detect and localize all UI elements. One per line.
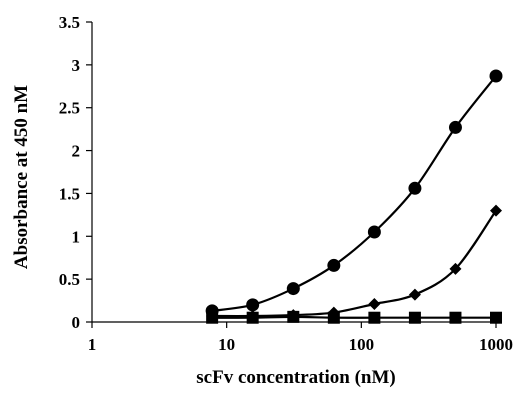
data-point-circle bbox=[408, 181, 422, 195]
data-point-circle bbox=[489, 69, 503, 83]
data-point-diamond bbox=[368, 298, 381, 310]
data-point-diamond bbox=[449, 262, 462, 275]
data-point-square bbox=[408, 311, 421, 324]
series-circle bbox=[205, 69, 503, 318]
y-tick-label: 0.5 bbox=[59, 270, 80, 289]
x-tick-label: 1000 bbox=[479, 335, 513, 354]
data-point-circle bbox=[286, 282, 300, 296]
x-tick-label: 100 bbox=[349, 335, 375, 354]
series-layer bbox=[205, 69, 503, 324]
data-point-circle bbox=[246, 298, 260, 312]
data-point-square bbox=[206, 311, 219, 324]
data-point-diamond bbox=[490, 204, 502, 217]
series-line-circle bbox=[211, 75, 497, 312]
x-tick-label: 10 bbox=[218, 335, 235, 354]
data-point-square bbox=[490, 311, 502, 324]
y-tick-label: 3.5 bbox=[59, 13, 80, 32]
data-point-circle bbox=[327, 258, 341, 272]
data-point-square bbox=[368, 311, 381, 324]
data-point-square bbox=[287, 310, 300, 323]
y-tick-label: 1 bbox=[72, 227, 81, 246]
series-square bbox=[206, 310, 502, 324]
data-point-square bbox=[449, 311, 462, 324]
y-tick-label: 3 bbox=[72, 56, 81, 75]
data-point-diamond bbox=[408, 288, 421, 301]
axes bbox=[86, 21, 497, 328]
y-tick-label: 2.5 bbox=[59, 99, 80, 118]
data-point-square bbox=[246, 311, 259, 324]
y-axis-title: Absorbance at 450 nM bbox=[11, 85, 32, 269]
tick-labels: 0 0.5 1 1.5 2 2.5 3 3.5 1 10 100 1000 bbox=[59, 13, 513, 354]
x-axis-title: scFv concentration (nM) bbox=[196, 367, 395, 388]
data-point-circle bbox=[448, 120, 462, 134]
y-tick-label: 2 bbox=[72, 142, 81, 161]
data-point-square bbox=[327, 311, 340, 324]
x-tick-label: 1 bbox=[88, 335, 97, 354]
data-point-circle bbox=[367, 225, 381, 239]
y-tick-label: 1.5 bbox=[59, 184, 80, 203]
y-tick-label: 0 bbox=[72, 313, 81, 332]
